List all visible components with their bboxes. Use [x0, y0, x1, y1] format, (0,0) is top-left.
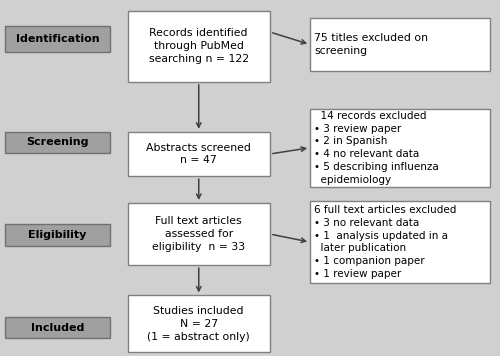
- Text: Eligibility: Eligibility: [28, 230, 86, 240]
- FancyBboxPatch shape: [310, 18, 490, 71]
- FancyBboxPatch shape: [128, 132, 270, 176]
- FancyBboxPatch shape: [5, 224, 110, 246]
- Text: Records identified
through PubMed
searching n = 122: Records identified through PubMed search…: [148, 28, 249, 64]
- Text: Studies included
N = 27
(1 = abstract only): Studies included N = 27 (1 = abstract on…: [148, 306, 250, 342]
- FancyBboxPatch shape: [128, 11, 270, 82]
- FancyBboxPatch shape: [5, 317, 110, 338]
- FancyBboxPatch shape: [5, 132, 110, 153]
- FancyBboxPatch shape: [128, 203, 270, 265]
- Text: Abstracts screened
n = 47: Abstracts screened n = 47: [146, 142, 251, 166]
- FancyBboxPatch shape: [310, 201, 490, 283]
- Text: 75 titles excluded on
screening: 75 titles excluded on screening: [314, 33, 428, 56]
- Text: Full text articles
assessed for
eligibility  n = 33: Full text articles assessed for eligibil…: [152, 216, 246, 252]
- FancyBboxPatch shape: [128, 295, 270, 352]
- Text: Screening: Screening: [26, 137, 89, 147]
- Text: Identification: Identification: [16, 34, 100, 44]
- Text: 14 records excluded
• 3 review paper
• 2 in Spanish
• 4 no relevant data
• 5 des: 14 records excluded • 3 review paper • 2…: [314, 111, 439, 185]
- FancyBboxPatch shape: [5, 26, 110, 52]
- Text: 6 full text articles excluded
• 3 no relevant data
• 1  analysis updated in a
  : 6 full text articles excluded • 3 no rel…: [314, 205, 456, 279]
- Text: Included: Included: [31, 323, 84, 333]
- FancyBboxPatch shape: [310, 109, 490, 187]
